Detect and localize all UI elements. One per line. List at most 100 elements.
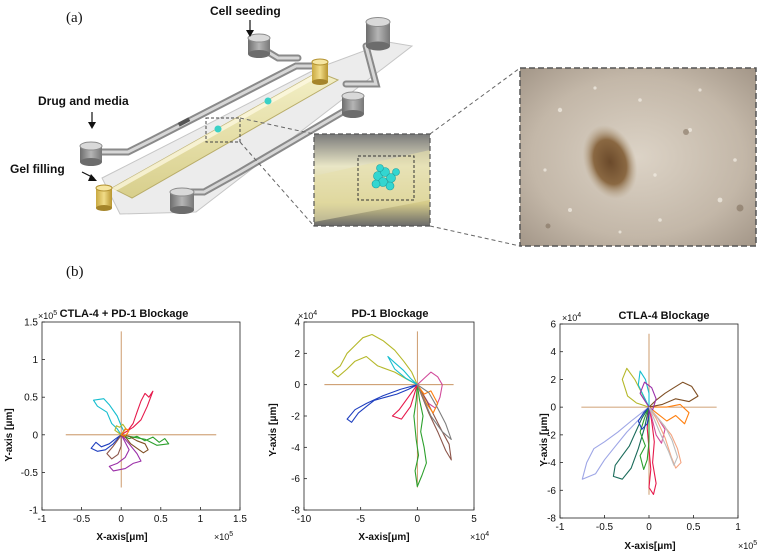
y-tick-label: 2: [550, 375, 556, 386]
trajectory-line: [637, 406, 650, 430]
zoom-connector-lines: [239, 67, 521, 247]
trajectory-line: [648, 406, 679, 466]
y-tick-label: -1: [29, 506, 38, 517]
cell-dots: [543, 86, 737, 234]
trajectory-line: [331, 333, 418, 386]
reservoir-cylinder: [169, 187, 195, 214]
y-tick-label: 0: [550, 403, 556, 414]
y-axis-label: Y-axis [μm]: [539, 413, 550, 466]
plot-frame: [303, 321, 475, 511]
x-tick-label: 0.5: [154, 514, 168, 525]
y-tick-label: 2: [294, 349, 300, 360]
trajectory-line: [637, 370, 650, 408]
trajectory-line: [106, 434, 122, 460]
panel-b-label: (b): [66, 264, 84, 280]
y-tick-label: -4: [291, 443, 300, 454]
y-tick-label: -8: [291, 506, 300, 517]
y-tick-label: -4: [547, 458, 556, 469]
microscope-image: [519, 67, 757, 247]
spheroid-marker: [214, 125, 222, 133]
y-axis-label: Y-axis [μm]: [268, 403, 279, 456]
y-tick-label: -0.5: [21, 468, 39, 479]
trajectory-line: [648, 381, 699, 408]
channel-zoom-inset: [313, 133, 431, 227]
x-tick-label: -1: [38, 514, 47, 525]
chip-tag: [177, 117, 191, 127]
y-tick-label: 0: [294, 380, 300, 391]
y-tick-label: -2: [547, 430, 556, 441]
y-tick-label: 4: [294, 318, 300, 329]
trajectory-line: [120, 434, 149, 454]
x-axis-label: X-axis[μm]: [96, 532, 147, 543]
x-axis-label: X-axis[μm]: [624, 541, 675, 552]
plot-title: CTLA-4 Blockage: [618, 310, 709, 322]
y-tick-label: -6: [547, 486, 556, 497]
trajectory-line: [346, 384, 418, 423]
trajectory-line: [120, 428, 130, 437]
reservoir-cylinder: [341, 91, 365, 118]
y-tick-label: 0.5: [24, 393, 38, 404]
y-tick-label: 1: [32, 355, 38, 366]
trajectory-line: [416, 384, 452, 441]
plot-ctla4-pd1: CTLA-4 + PD-1 Blockage ×105 ×105 X-axis[…: [4, 308, 247, 543]
y-tick-label: -8: [547, 514, 556, 525]
trajectory-line: [639, 381, 657, 411]
trajectory-line: [387, 355, 418, 386]
trajectory-line: [92, 398, 125, 436]
plot-pd1: PD-1 Blockage ×104 ×104 X-axis[μm] Y-axi…: [268, 308, 489, 543]
gel-inlet-cylinder: [95, 184, 113, 211]
reservoir-cylinder: [365, 17, 391, 51]
plot-title: CTLA-4 + PD-1 Blockage: [60, 308, 189, 320]
drug-and-media-label: Drug and media: [38, 94, 129, 108]
x-multiplier: ×105: [738, 540, 757, 551]
origin-crosshair: [65, 331, 217, 488]
arrow-icon: [81, 171, 97, 181]
gel-channel: [110, 71, 340, 199]
x-multiplier: ×104: [470, 531, 489, 542]
x-tick-label: 0: [118, 514, 124, 525]
y-multiplier: ×104: [562, 312, 581, 323]
x-tick-label: -1: [556, 522, 565, 533]
x-tick-label: 0.5: [687, 522, 701, 533]
trajectory-line: [612, 406, 650, 480]
y-axis-label: Y-axis [μm]: [4, 408, 15, 461]
trajectory-line: [413, 384, 427, 488]
x-tick-label: 0: [646, 522, 652, 533]
cell-cluster: [582, 124, 638, 200]
y-tick-label: -6: [291, 474, 300, 485]
trajectory-line: [646, 406, 657, 495]
trajectory-line: [90, 434, 122, 452]
microfluidic-chip-illustration: [79, 17, 414, 215]
y-tick-label: 4: [550, 347, 556, 358]
plot-frame: [41, 321, 241, 511]
x-tick-label: -0.5: [596, 522, 614, 533]
trajectory-line: [108, 434, 142, 472]
gel-inlet-cylinder: [311, 58, 329, 85]
arrow-icon: [246, 20, 254, 37]
x-tick-label: 5: [471, 514, 477, 525]
y-tick-label: 1.5: [24, 318, 38, 329]
plot-ctla4: CTLA-4 Blockage ×104 ×105 X-axis[μm] Y-a…: [539, 310, 757, 552]
trajectory-line: [581, 406, 650, 480]
y-multiplier: ×104: [298, 310, 317, 321]
y-tick-label: 0: [32, 430, 38, 441]
arrow-icon: [88, 112, 96, 129]
trajectory-line: [648, 403, 690, 425]
x-tick-label: -0.5: [73, 514, 91, 525]
cell-seeding-label: Cell seeding: [210, 4, 281, 18]
trajectory-line: [120, 434, 170, 446]
y-tick-label: -2: [291, 412, 300, 423]
spheroid-zoom-box: [357, 155, 415, 201]
panel-a-label: (a): [66, 10, 83, 26]
y-tick-label: 6: [550, 320, 556, 331]
y-multiplier: ×105: [38, 310, 57, 321]
gel-filling-label: Gel filling: [10, 162, 65, 176]
x-tick-label: 1: [198, 514, 204, 525]
chip-zoom-box: [205, 117, 241, 143]
x-tick-label: 1.5: [233, 514, 247, 525]
trajectory-line: [416, 384, 439, 414]
reservoir-cylinder: [247, 33, 271, 58]
spheroid-cluster: [371, 164, 400, 191]
x-tick-label: 0: [415, 514, 421, 525]
